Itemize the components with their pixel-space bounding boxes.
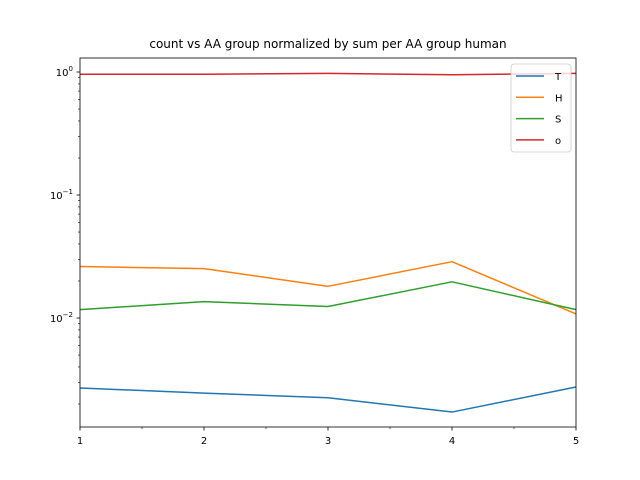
x-tick-label: 1	[77, 436, 83, 447]
series-layer	[79, 72, 577, 413]
legend-box	[510, 63, 572, 153]
y-tick-label: 100	[56, 65, 73, 79]
y-axis: 10−2 10−1 100	[50, 65, 80, 405]
x-tick-label: 2	[201, 436, 207, 447]
x-axis: 1 2 3 4 5	[77, 427, 579, 447]
legend-label-o: o	[555, 136, 561, 147]
y-tick-label: 10−1	[50, 188, 73, 202]
x-tick-label: 4	[449, 436, 455, 447]
legend-label-T: T	[554, 72, 562, 83]
chart-title: count vs AA group normalized by sum per …	[149, 37, 506, 51]
x-tick-label: 3	[325, 436, 331, 447]
axes-frame	[79, 57, 577, 428]
legend-label-S: S	[555, 115, 561, 126]
x-tick-label: 5	[573, 436, 579, 447]
legend-label-H: H	[555, 93, 563, 104]
y-tick-label: 10−2	[50, 311, 73, 325]
